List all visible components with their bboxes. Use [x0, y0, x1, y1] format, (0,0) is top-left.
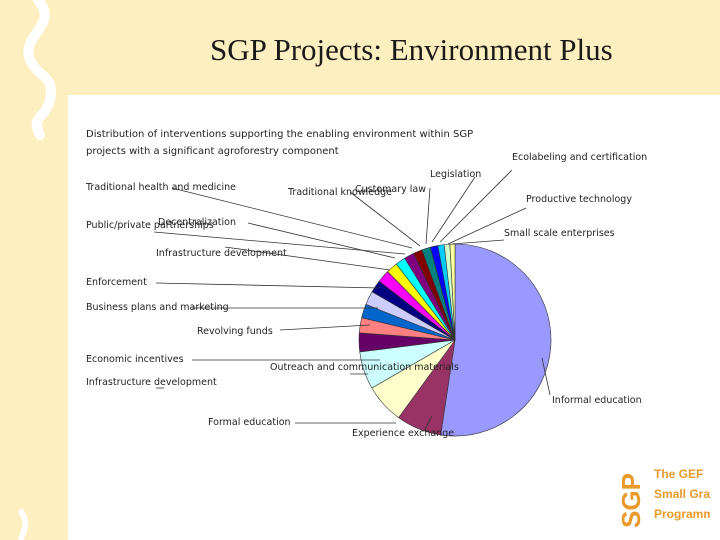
logo-line-1: The GEF [654, 467, 703, 481]
leader-line-12 [171, 187, 413, 249]
label-outreach: Outreach and communication materials [270, 362, 459, 373]
leader-line-17 [447, 207, 527, 245]
label-ecolabeling: Ecolabeling and certification [512, 152, 647, 163]
label-experience-exchange: Experience exchange [352, 428, 454, 439]
leader-line-15 [431, 176, 476, 243]
pie-slices [358, 243, 552, 437]
decorative-swirl-icon [17, 0, 56, 540]
label-enforcement: Enforcement [86, 277, 147, 288]
leader-line-13 [349, 191, 421, 247]
leader-line-0 [541, 357, 551, 396]
leader-line-16 [439, 169, 513, 243]
label-economic-incentives: Economic incentives [86, 354, 184, 365]
label-formal-education: Formal education [208, 417, 291, 428]
label-revolving-funds: Revolving funds [197, 326, 273, 337]
label-decentralization: Decentralization [158, 217, 236, 228]
label-experience-exchange-part-1: Experience exchange [352, 428, 454, 439]
label-legislation: Legislation [430, 169, 481, 180]
leader-line-8 [155, 282, 381, 289]
leader-line-10 [247, 222, 396, 259]
label-public-private: Public/private partnerships [86, 220, 214, 231]
leader-line-14 [425, 187, 431, 245]
chart-title-line-1: Distribution of interventions supporting… [86, 129, 473, 140]
header-band [0, 0, 720, 95]
logo-sgp-text: SGP [618, 473, 646, 528]
leader-line-1 [424, 415, 433, 430]
leader-lines [153, 169, 551, 430]
label-business-plans: Business plans and marketing [86, 302, 229, 313]
label-customary-law: Customary law [355, 184, 426, 195]
leader-line-18 [451, 239, 505, 245]
pie-slice-0 [440, 243, 552, 437]
leader-line-11 [153, 231, 406, 255]
leader-line-9 [224, 246, 391, 271]
logo-line-3: Programme [654, 507, 710, 521]
logo-line-2: Small Grants [654, 487, 710, 501]
label-traditional-health: Traditional health and medicine [85, 182, 236, 193]
label-infrastructure-development-1: Infrastructure development [86, 377, 217, 388]
slide-title: SGP Projects: Environment Plus [210, 32, 613, 67]
left-band [0, 0, 68, 540]
leader-line-6 [279, 324, 371, 331]
label-productive-technology: Productive technology [526, 194, 632, 205]
pie-chart: Distribution of interventions supporting… [85, 129, 647, 439]
sgp-logo: SGP The GEF Small Grants Programme [618, 467, 710, 528]
chart-title-line-2: projects with a significant agroforestry… [86, 146, 339, 157]
chart-panel: Distribution of interventions supporting… [80, 120, 680, 465]
label-small-scale-enterprises: Small scale enterprises [504, 228, 615, 239]
label-informal-education: Informal education [552, 395, 642, 406]
label-infrastructure-development-2: Infrastructure development [156, 248, 287, 259]
label-traditional-knowledge: Traditional knowledge [287, 187, 392, 198]
